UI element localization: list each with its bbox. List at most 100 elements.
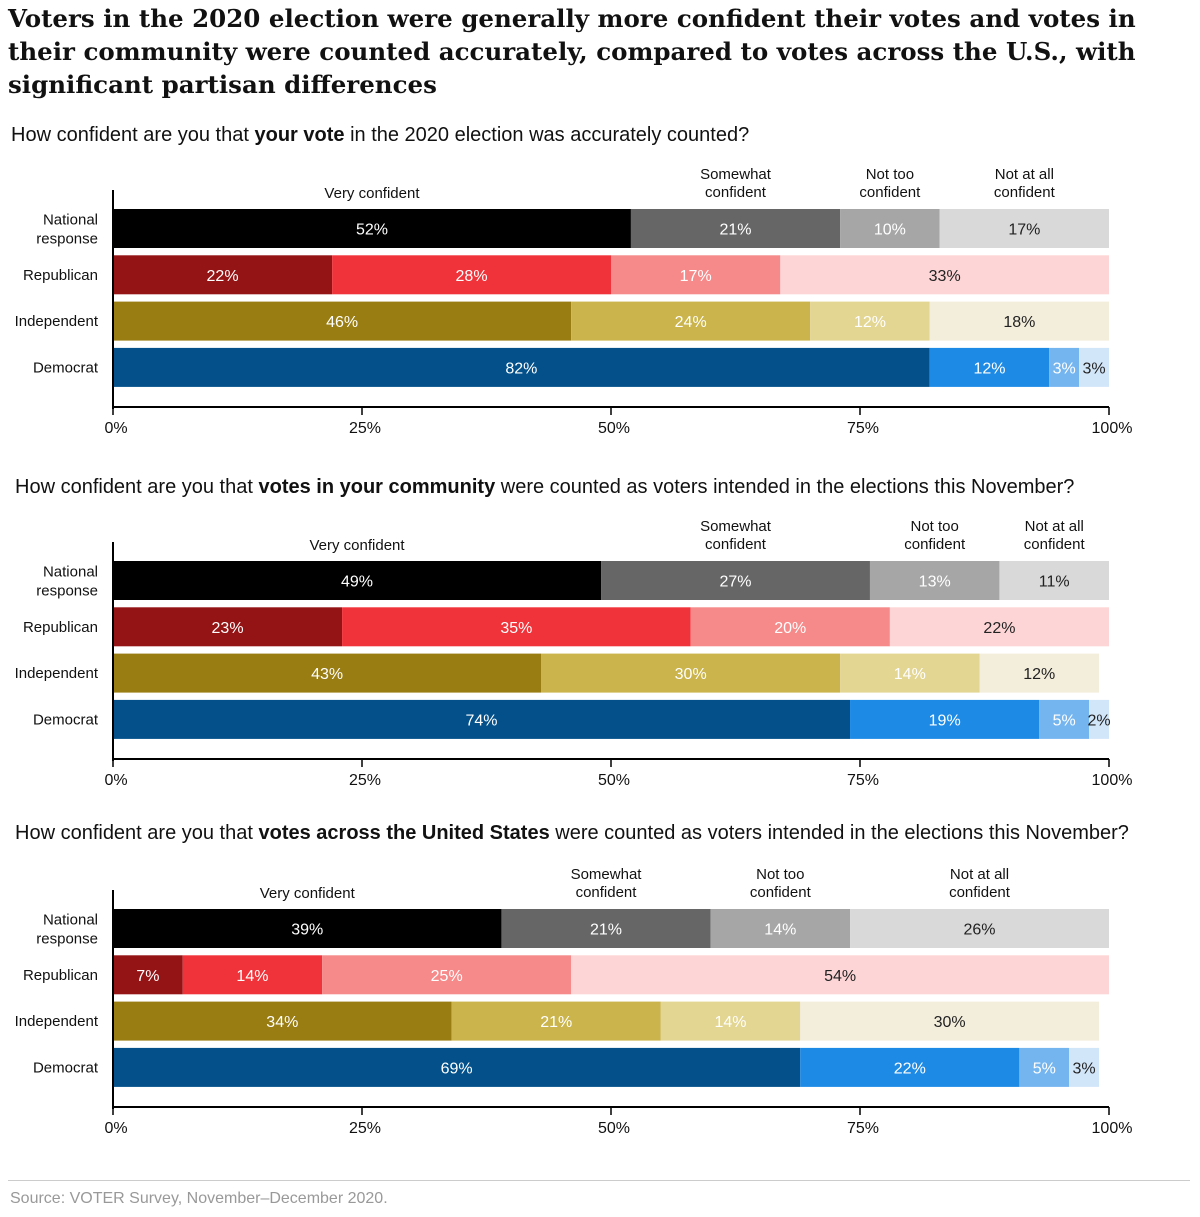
- question-text-bold: votes across the United States: [258, 822, 550, 844]
- bar-segment: [1049, 347, 1080, 387]
- question-text-bold: your vote: [254, 124, 345, 146]
- bar-segment: [113, 607, 343, 647]
- legend-label: Not at all: [1025, 518, 1084, 535]
- legend-label: confident: [949, 884, 1011, 901]
- legend-label: Not at all: [950, 866, 1009, 883]
- bar-segment: [113, 699, 851, 739]
- bar-segment: [113, 301, 572, 341]
- data-label: 27%: [719, 574, 751, 591]
- data-label: 28%: [456, 268, 488, 285]
- data-label: 33%: [929, 268, 961, 285]
- chart-title: Voters in the 2020 election were general…: [8, 4, 1136, 99]
- data-label: 14%: [764, 922, 796, 939]
- bar-segment: [113, 955, 183, 995]
- data-label: 10%: [874, 222, 906, 239]
- category-label: Independent: [15, 665, 99, 682]
- bar-segment: [810, 301, 930, 341]
- data-label: 13%: [919, 574, 951, 591]
- category-label: Democrat: [33, 711, 99, 728]
- data-label: 12%: [1023, 666, 1055, 683]
- bar-segment: [113, 1047, 801, 1087]
- data-label: 11%: [1039, 574, 1070, 591]
- category-label: response: [36, 931, 98, 948]
- x-tick-label: 50%: [598, 420, 630, 437]
- legend-label: confident: [1024, 536, 1086, 553]
- bar-segment: [929, 347, 1050, 387]
- bar-segment: [113, 1001, 452, 1041]
- data-label: 14%: [715, 1014, 747, 1031]
- category-label: Democrat: [33, 359, 99, 376]
- category-label: National: [43, 212, 98, 229]
- footer-divider: [8, 1180, 1190, 1181]
- legend-label: confident: [705, 536, 767, 553]
- bar-segment: [840, 653, 980, 693]
- bar-segment: [541, 653, 841, 693]
- data-label: 21%: [719, 222, 751, 239]
- data-label: 22%: [894, 1060, 926, 1077]
- data-label: 12%: [973, 360, 1005, 377]
- data-label: 20%: [774, 620, 806, 637]
- x-tick-label: 75%: [847, 772, 879, 789]
- question-text-post: were counted as voters intended in the e…: [495, 476, 1075, 498]
- bar-segment: [979, 653, 1100, 693]
- data-label: 35%: [500, 620, 532, 637]
- bar-segment: [113, 561, 602, 600]
- bar-segment: [113, 653, 542, 693]
- legend-label: confident: [994, 184, 1056, 201]
- data-label: 22%: [983, 620, 1015, 637]
- category-label: Republican: [23, 967, 98, 984]
- bar-segment: [501, 909, 711, 948]
- data-label: 21%: [590, 922, 622, 939]
- x-tick-label: 100%: [1092, 772, 1133, 789]
- question-votes-across-us: How confident are you that votes across …: [15, 822, 1129, 845]
- data-label: 74%: [466, 712, 498, 729]
- bar-segment: [869, 561, 1000, 600]
- x-tick-label: 75%: [847, 420, 879, 437]
- x-tick-label: 0%: [104, 420, 127, 437]
- bar-segment: [690, 607, 890, 647]
- category-label: Republican: [23, 619, 98, 636]
- bar-segment: [840, 209, 940, 248]
- bar-segment: [850, 699, 1040, 739]
- data-label: 30%: [934, 1014, 966, 1031]
- data-label: 21%: [540, 1014, 572, 1031]
- x-tick-label: 50%: [598, 1120, 630, 1137]
- data-label: 17%: [1008, 222, 1040, 239]
- data-label: 39%: [291, 922, 323, 939]
- bar-segment: [850, 909, 1109, 948]
- category-label: Republican: [23, 267, 98, 284]
- data-label: 46%: [326, 314, 358, 331]
- bar-segment: [710, 909, 851, 948]
- question-text-post: were counted as voters intended in the e…: [549, 822, 1129, 844]
- bar-segment: [601, 561, 870, 600]
- category-label: Independent: [15, 313, 99, 330]
- bar-segment: [611, 255, 781, 295]
- legend-label: confident: [576, 884, 638, 901]
- x-tick-label: 100%: [1092, 420, 1133, 437]
- data-label: 69%: [441, 1060, 473, 1077]
- data-label: 43%: [311, 666, 343, 683]
- legend-label: Not at all: [995, 166, 1054, 183]
- bar-segment: [113, 909, 502, 948]
- x-tick-label: 75%: [847, 1120, 879, 1137]
- data-label: 52%: [356, 222, 388, 239]
- question-text-pre: How confident are you that: [15, 476, 259, 498]
- legend-label: Very confident: [324, 185, 420, 202]
- chart-votes-across-us: 39% 21% 14% 26% National response 7% 14% 25% 54% R…: [15, 866, 1133, 1137]
- bar-segment: [939, 209, 1109, 248]
- data-label: 82%: [505, 360, 537, 377]
- data-label: 24%: [675, 314, 707, 331]
- legend-label: confident: [750, 884, 812, 901]
- data-label: 5%: [1053, 712, 1076, 729]
- bar-segment: [800, 1047, 1020, 1087]
- bar-segment: [113, 209, 631, 248]
- bar-segment: [113, 347, 930, 387]
- bar-segment: [1089, 699, 1109, 739]
- data-label: 22%: [207, 268, 239, 285]
- bar-segment: [999, 561, 1109, 600]
- data-label: 26%: [964, 922, 996, 939]
- data-label: 19%: [929, 712, 961, 729]
- legend-label: confident: [705, 184, 767, 201]
- category-label: response: [36, 231, 98, 248]
- bar-segment: [451, 1001, 661, 1041]
